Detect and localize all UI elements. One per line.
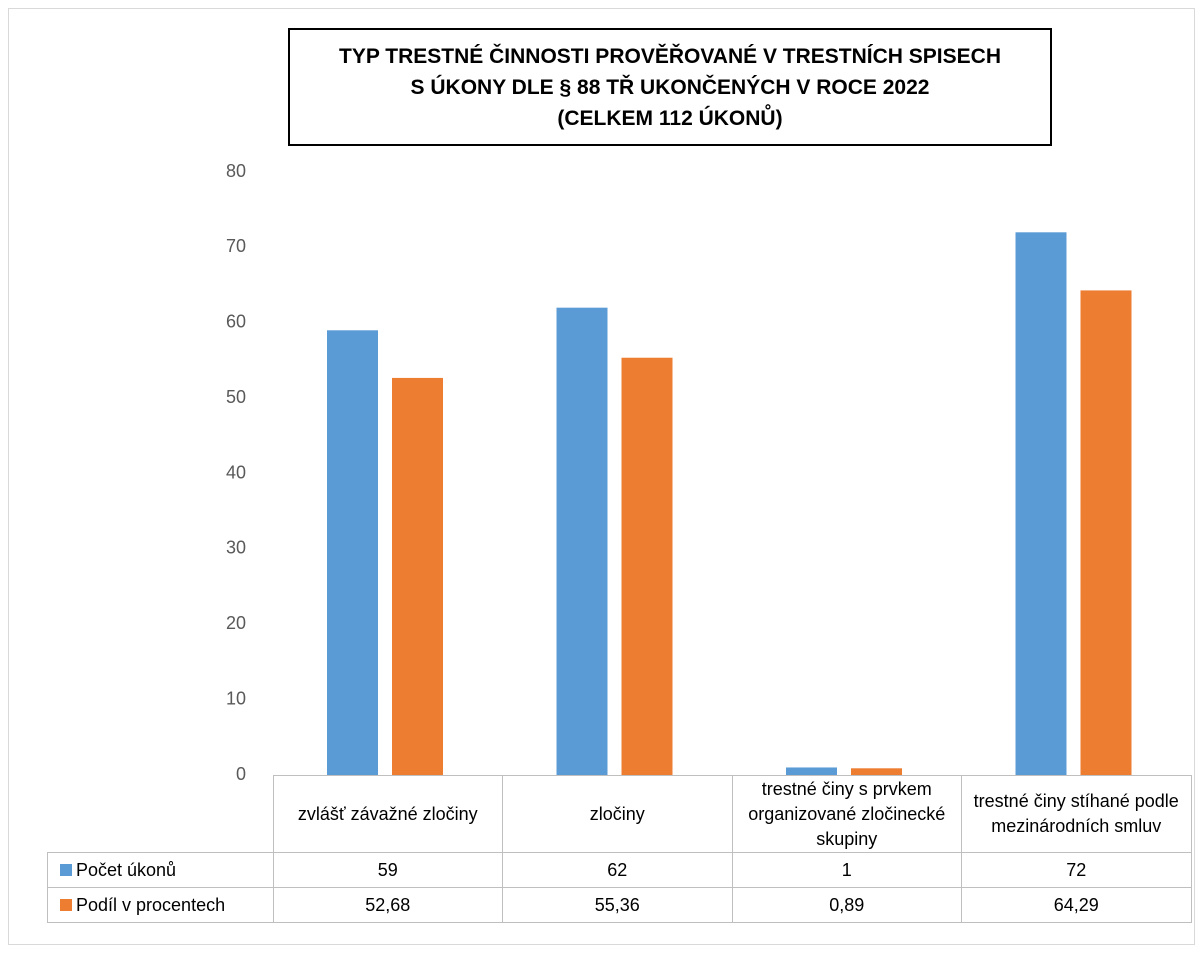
- bar: [1015, 232, 1067, 776]
- table-value: 64,29: [961, 887, 1192, 923]
- bar: [1080, 290, 1132, 775]
- category-label: zločiny: [502, 775, 733, 853]
- data-table: zvlášť závažné zločiny zločiny trestné čin…: [47, 775, 1192, 923]
- table-value: 52,68: [272, 887, 503, 923]
- title-line: TYP TRESTNÉ ČINNOSTI PROVĚŘOVANÉ V TREST…: [339, 44, 1001, 68]
- legend-label: Počet úkonů: [76, 859, 177, 880]
- table-value: 62: [502, 852, 733, 888]
- table-corner: [47, 775, 274, 853]
- table-value: 55,36: [502, 887, 733, 923]
- bar: [392, 377, 443, 775]
- table-value: 72: [961, 852, 1192, 888]
- legend-label: Podíl v procentech: [76, 894, 226, 915]
- bar: [786, 767, 837, 775]
- table-header-row: zvlášť závažné zločiny zločiny trestné čin…: [47, 775, 1192, 853]
- category-label: trestné činy stíhané podle mezinárodních…: [961, 775, 1192, 853]
- y-tick-label: 50: [226, 387, 246, 407]
- legend-cell: Podíl v procentech: [47, 887, 274, 923]
- y-tick-label: 30: [226, 538, 246, 558]
- legend-swatch: [60, 863, 72, 876]
- y-tick-label: 40: [226, 462, 246, 482]
- bar: [327, 330, 378, 775]
- category-label: zvlášť závažné zločiny: [272, 775, 503, 853]
- table-value: 1: [731, 852, 962, 888]
- bar: [556, 307, 608, 775]
- y-tick-label: 10: [226, 688, 246, 708]
- title-line: (CELKEM 112 ÚKONŮ): [557, 106, 783, 130]
- title-line: S ÚKONY DLE § 88 TŘ UKONČENÝCH V ROCE 20…: [410, 75, 930, 99]
- table-value: 0,89: [731, 887, 962, 923]
- chart-title: TYP TRESTNÉ ČINNOSTI PROVĚŘOVANÉ V TREST…: [288, 28, 1052, 146]
- chart-border: [8, 8, 1195, 945]
- y-tick-label: 0: [236, 764, 246, 784]
- category-label: trestné činy s prvkem organizované zloči…: [731, 775, 962, 853]
- table-row: Počet úkonů 59 62 1 72: [47, 852, 1192, 888]
- table-value: 59: [272, 852, 503, 888]
- y-tick-label: 70: [226, 236, 246, 256]
- bar: [851, 768, 902, 775]
- bar: [621, 357, 673, 775]
- y-tick-label: 60: [226, 312, 246, 332]
- table-row: Podíl v procentech 52,68 55,36 0,89 64,29: [47, 887, 1192, 923]
- legend-swatch: [60, 898, 72, 911]
- legend-cell: Počet úkonů: [47, 852, 274, 888]
- y-tick-label: 80: [226, 161, 246, 181]
- y-tick-label: 20: [226, 613, 246, 633]
